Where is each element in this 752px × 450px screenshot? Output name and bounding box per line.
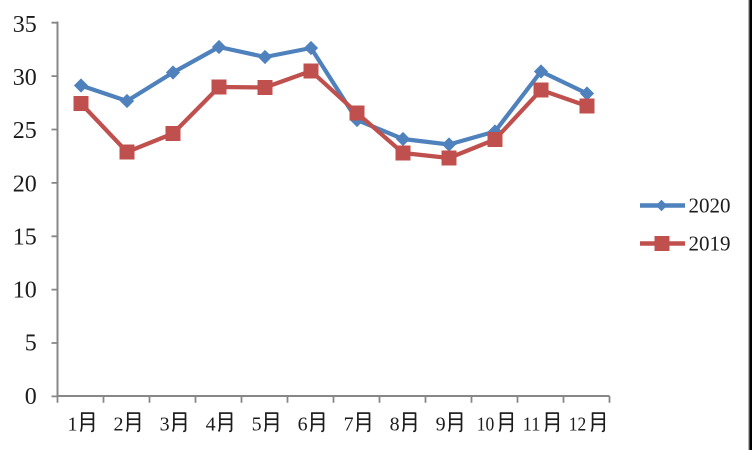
svg-text:12: 12 <box>569 414 587 436</box>
svg-text:2019: 2019 <box>689 232 731 256</box>
svg-text:9: 9 <box>436 414 446 436</box>
svg-text:15: 15 <box>13 225 37 251</box>
svg-text:4: 4 <box>206 414 216 436</box>
svg-text:11: 11 <box>523 414 541 436</box>
svg-text:2020: 2020 <box>689 194 731 218</box>
svg-text:5: 5 <box>252 414 262 436</box>
svg-text:8: 8 <box>390 414 400 436</box>
svg-text:10: 10 <box>13 278 37 304</box>
svg-text:7: 7 <box>344 414 354 436</box>
svg-text:1: 1 <box>68 414 78 436</box>
svg-text:30: 30 <box>13 65 37 91</box>
svg-text:35: 35 <box>13 12 37 38</box>
svg-text:0: 0 <box>25 384 37 410</box>
svg-text:3: 3 <box>160 414 170 436</box>
svg-text:20: 20 <box>13 171 37 197</box>
svg-text:2: 2 <box>114 414 124 436</box>
svg-text:6: 6 <box>298 414 308 436</box>
svg-text:5: 5 <box>25 331 37 357</box>
svg-text:10: 10 <box>477 414 495 436</box>
svg-text:25: 25 <box>13 118 37 144</box>
